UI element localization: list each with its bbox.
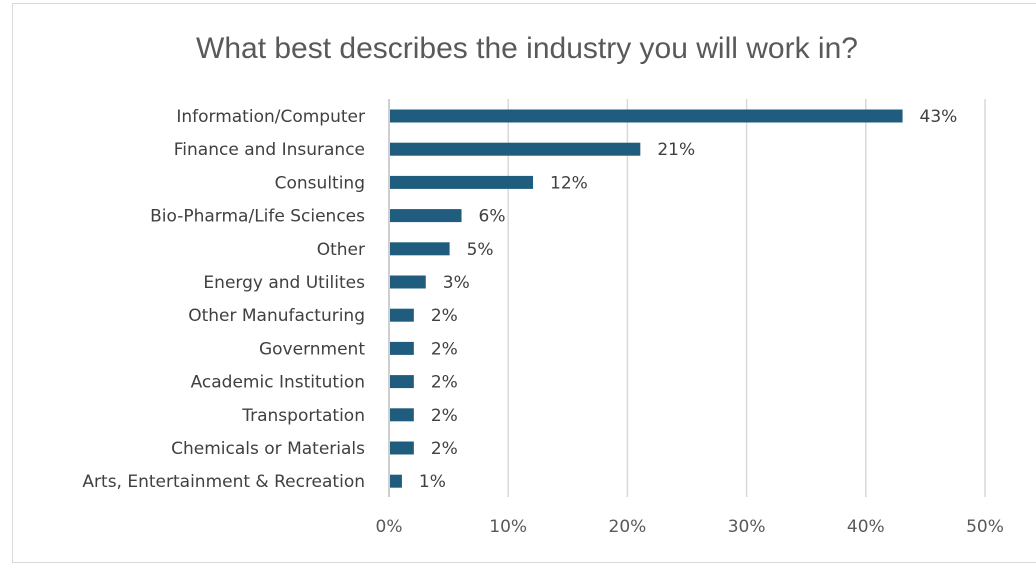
x-tick-label: 0% — [376, 517, 403, 537]
data-label: 2% — [431, 373, 458, 393]
category-label: Energy and Utilites — [203, 273, 365, 293]
category-label: Academic Institution — [191, 373, 365, 393]
data-label: 5% — [467, 240, 494, 260]
category-label: Chemicals or Materials — [171, 439, 365, 459]
bar — [390, 308, 414, 322]
data-label: 12% — [550, 173, 588, 193]
gridlines — [388, 99, 986, 497]
x-tick-label: 40% — [847, 517, 885, 537]
category-label: Other Manufacturing — [188, 306, 365, 326]
x-tick-label: 30% — [728, 517, 766, 537]
bar — [390, 242, 450, 256]
bar — [390, 109, 903, 123]
bar — [390, 474, 402, 488]
data-label: 3% — [443, 273, 470, 293]
category-label: Other — [317, 240, 365, 260]
category-label: Information/Computer — [176, 107, 365, 127]
bar — [390, 209, 462, 223]
data-labels: 43% 21% 12% 6% 5% 3% 2% 2% 2% 2% 2% 1% — [419, 107, 957, 492]
bar — [390, 408, 414, 422]
bar — [390, 142, 641, 156]
category-label: Government — [259, 339, 365, 359]
bar — [390, 175, 534, 189]
chart-title: What best describes the industry you wil… — [196, 32, 858, 65]
bar — [390, 275, 426, 289]
data-label: 21% — [657, 140, 695, 160]
category-label: Consulting — [275, 173, 365, 193]
data-label: 2% — [431, 339, 458, 359]
x-tick-label: 10% — [489, 517, 527, 537]
data-label: 2% — [431, 406, 458, 426]
data-label: 1% — [419, 472, 446, 492]
x-tick-label: 20% — [609, 517, 647, 537]
category-labels: Information/Computer Finance and Insuranc… — [82, 107, 365, 492]
x-tick-label: 50% — [966, 517, 1004, 537]
data-label: 43% — [920, 107, 958, 127]
bars — [390, 109, 903, 488]
category-label: Transportation — [241, 406, 365, 426]
bar — [390, 341, 414, 355]
category-label: Arts, Entertainment & Recreation — [82, 472, 365, 492]
bar — [390, 375, 414, 389]
x-axis-ticks: 0% 10% 20% 30% 40% 50% — [376, 517, 1004, 537]
category-label: Bio-Pharma/Life Sciences — [150, 207, 365, 227]
category-label: Finance and Insurance — [174, 140, 365, 160]
data-label: 6% — [479, 207, 506, 227]
bar — [390, 441, 414, 455]
data-label: 2% — [431, 439, 458, 459]
data-label: 2% — [431, 306, 458, 326]
